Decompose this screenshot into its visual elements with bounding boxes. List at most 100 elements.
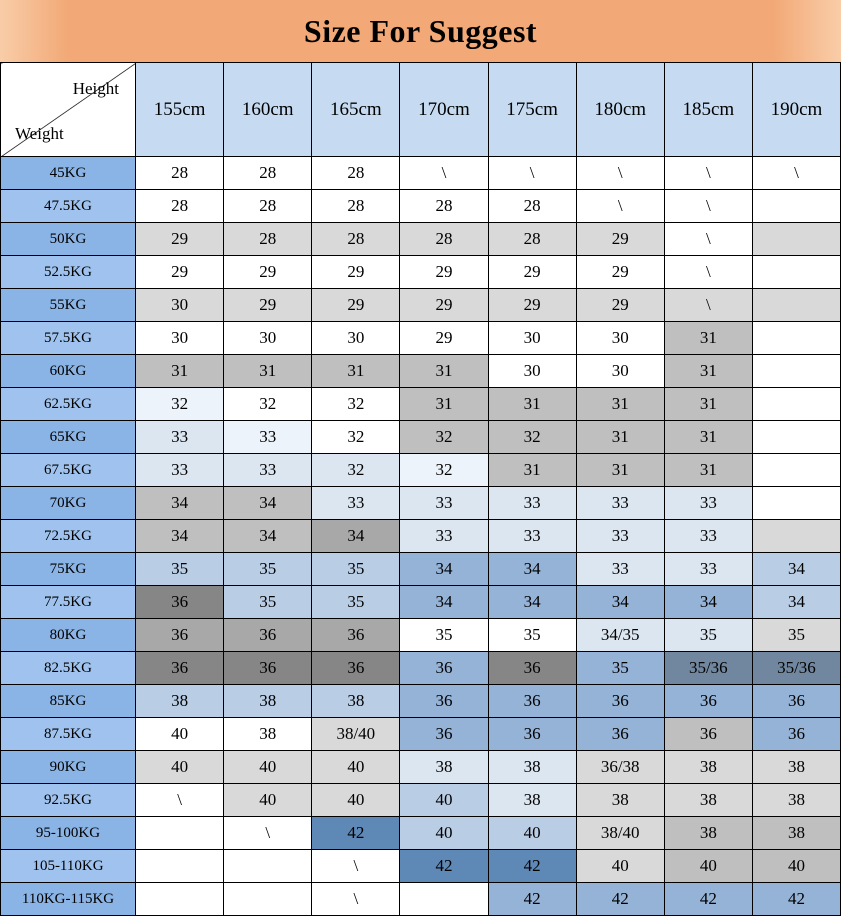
weight-label-105-110KG: 105-110KG <box>0 849 136 883</box>
size-cell: 34 <box>134 486 225 520</box>
weight-label-50KG: 50KG <box>0 222 136 256</box>
size-cell: 33 <box>223 420 313 454</box>
size-cell <box>751 486 841 520</box>
size-cell: \ <box>399 156 489 190</box>
size-cell <box>134 816 225 850</box>
size-cell: 32 <box>399 453 489 487</box>
size-cell: 32 <box>134 387 225 421</box>
size-cell: 38 <box>223 717 313 751</box>
size-cell: 40 <box>311 783 401 817</box>
column-header-180cm: 180cm <box>575 62 665 157</box>
table-row: 82.5KG 36 36 36 36 36 35 35/36 35/36 <box>0 651 841 685</box>
size-cell: 33 <box>311 486 401 520</box>
weight-label-75KG: 75KG <box>0 552 136 586</box>
size-cell <box>751 255 841 289</box>
table-row: 50KG 29 28 28 28 28 29 \ <box>0 222 841 256</box>
header-row: Height Weight 155cm 160cm 165cm 170cm 175cm 1… <box>0 62 841 157</box>
weight-label-90KG: 90KG <box>0 750 136 784</box>
size-cell: 35 <box>751 618 841 652</box>
weight-label-82.5KG: 82.5KG <box>0 651 136 685</box>
table-row: 92.5KG \ 40 40 40 38 38 38 38 <box>0 783 841 817</box>
size-cell: 28 <box>134 156 225 190</box>
table-row: 65KG 33 33 32 32 32 31 31 <box>0 420 841 454</box>
size-cell: 35 <box>223 585 313 619</box>
size-cell: 31 <box>134 354 225 388</box>
size-table: Height Weight 155cm 160cm 165cm 170cm 175cm 1… <box>0 62 841 916</box>
weight-label-55KG: 55KG <box>0 288 136 322</box>
weight-label-77.5KG: 77.5KG <box>0 585 136 619</box>
weight-label-70KG: 70KG <box>0 486 136 520</box>
size-cell: 33 <box>575 552 665 586</box>
size-cell: 30 <box>134 321 225 355</box>
size-cell: 33 <box>663 486 753 520</box>
size-cell: 35/36 <box>663 651 753 685</box>
size-cell: 30 <box>134 288 225 322</box>
size-cell: 36 <box>399 717 489 751</box>
corner-cell: Height Weight <box>0 62 136 157</box>
size-cell: 36 <box>134 585 225 619</box>
size-cell: \ <box>223 816 313 850</box>
size-cell: 34 <box>575 585 665 619</box>
size-cell: 31 <box>575 420 665 454</box>
size-cell: 33 <box>575 486 665 520</box>
table-row: 45KG 28 28 28 \ \ \ \ \ <box>0 156 841 190</box>
size-cell: 34 <box>487 552 577 586</box>
size-cell: 33 <box>575 519 665 553</box>
size-cell: 34/35 <box>575 618 665 652</box>
size-cell: \ <box>487 156 577 190</box>
size-cell: 36 <box>663 684 753 718</box>
table-row: 67.5KG 33 33 32 32 31 31 31 <box>0 453 841 487</box>
table-row: 90KG 40 40 40 38 38 36/38 38 38 <box>0 750 841 784</box>
size-cell: 29 <box>311 288 401 322</box>
size-cell: 30 <box>487 354 577 388</box>
column-header-190cm: 190cm <box>751 62 841 157</box>
size-cell: 38 <box>751 750 841 784</box>
weight-label-52.5KG: 52.5KG <box>0 255 136 289</box>
size-cell <box>751 453 841 487</box>
chart-title: Size For Suggest <box>0 0 841 62</box>
size-cell: 33 <box>399 519 489 553</box>
size-cell <box>751 387 841 421</box>
size-cell: 31 <box>399 387 489 421</box>
size-cell: 36 <box>134 651 225 685</box>
table-row: 87.5KG 40 38 38/40 36 36 36 36 36 <box>0 717 841 751</box>
size-cell <box>134 849 225 883</box>
size-cell: 34 <box>223 519 313 553</box>
size-cell: 28 <box>223 189 313 223</box>
size-cell: 31 <box>487 453 577 487</box>
size-cell: 32 <box>487 420 577 454</box>
size-cell: 35/36 <box>751 651 841 685</box>
size-cell: 31 <box>663 387 753 421</box>
weight-label-47.5KG: 47.5KG <box>0 189 136 223</box>
size-cell: 30 <box>575 354 665 388</box>
size-cell: 38 <box>487 750 577 784</box>
size-cell: 35 <box>575 651 665 685</box>
size-cell: 34 <box>663 585 753 619</box>
size-cell: 29 <box>575 222 665 256</box>
size-cell: 29 <box>575 255 665 289</box>
size-cell: 40 <box>751 849 841 883</box>
table-row: 77.5KG 36 35 35 34 34 34 34 34 <box>0 585 841 619</box>
table-row: 85KG 38 38 38 36 36 36 36 36 <box>0 684 841 718</box>
size-cell: 36 <box>134 618 225 652</box>
weight-label-87.5KG: 87.5KG <box>0 717 136 751</box>
size-cell: \ <box>663 255 753 289</box>
table-row: 72.5KG 34 34 34 33 33 33 33 <box>0 519 841 553</box>
size-cell: 36 <box>487 684 577 718</box>
table-row: 62.5KG 32 32 32 31 31 31 31 <box>0 387 841 421</box>
size-cell <box>751 321 841 355</box>
size-cell: 36 <box>311 618 401 652</box>
weight-label-57.5KG: 57.5KG <box>0 321 136 355</box>
size-cell: 29 <box>223 255 313 289</box>
size-cell: 34 <box>751 585 841 619</box>
column-header-170cm: 170cm <box>399 62 489 157</box>
size-cell: 38 <box>575 783 665 817</box>
size-cell: 42 <box>399 849 489 883</box>
size-cell: 29 <box>399 288 489 322</box>
size-cell: 36 <box>751 684 841 718</box>
size-cell: 34 <box>751 552 841 586</box>
size-cell: \ <box>575 156 665 190</box>
size-cell <box>751 420 841 454</box>
size-cell: 33 <box>663 552 753 586</box>
